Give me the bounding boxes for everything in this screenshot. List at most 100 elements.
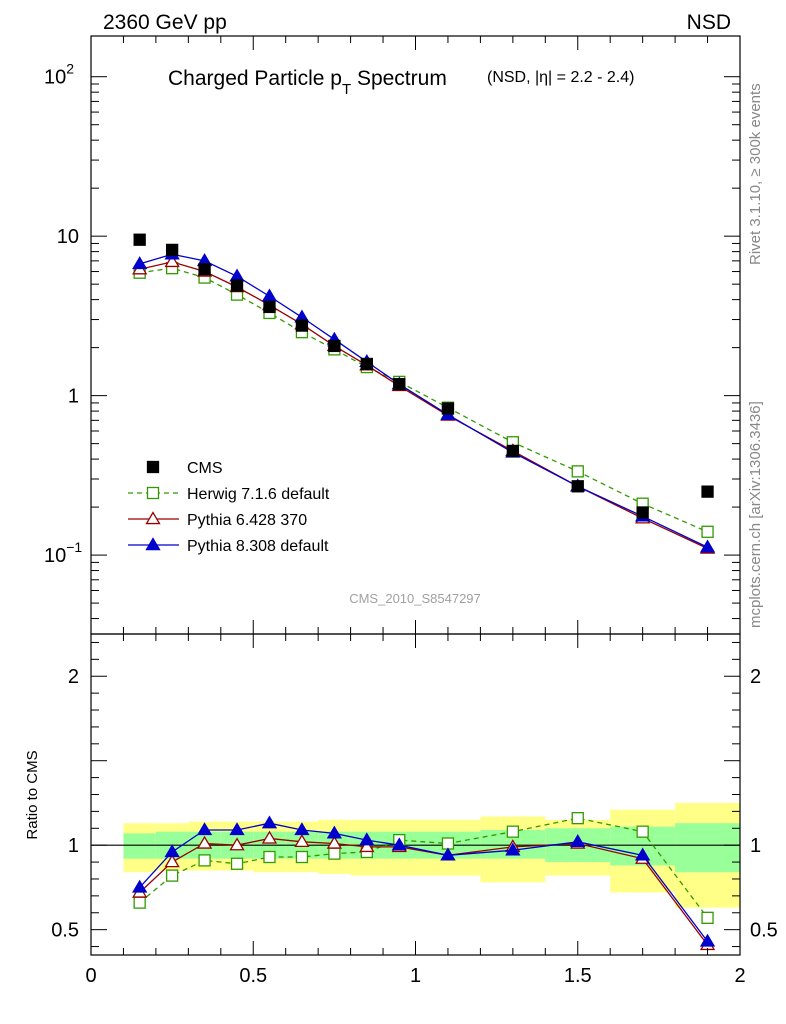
- ratio-line-pythia-8-308-default: [139, 822, 709, 942]
- legend-label: CMS: [187, 460, 223, 477]
- legend-marker: [145, 511, 161, 525]
- ratio-point-pythia-8-308-default: [229, 822, 245, 836]
- main-axis-ticks: 10−1 1 10 102: [44, 36, 741, 634]
- legend-entry-pythia-6-428-370: Pythia 6.428 370: [128, 511, 307, 529]
- main-series-layer: [132, 233, 716, 554]
- ratio-point-pythia-8-308-default: [699, 933, 716, 947]
- ratio-point-pythia-6-428-370: [359, 839, 375, 853]
- ratio-y-axis-label: Ratio to CMS: [24, 750, 41, 839]
- ratio-series-pythia-8-308-default: [132, 815, 716, 947]
- ratio-point-pythia-6-428-370: [294, 834, 310, 848]
- ratio-point-pythia-6-428-370: [196, 835, 213, 849]
- main-point-cms: [295, 319, 309, 332]
- x-tick-label: 1.5: [564, 965, 592, 987]
- ratio-y-tick-label-left: 2: [68, 666, 79, 688]
- ratio-y-tick-label-right: 2: [750, 666, 761, 688]
- ratio-point-pythia-8-308-default: [164, 844, 180, 858]
- title-note: (NSD, |η| = 2.2 - 2.4): [487, 69, 634, 86]
- legend-entry-pythia-8-308-default: Pythia 8.308 default: [128, 537, 329, 555]
- main-point-herwig-7-1-6-default: [701, 525, 714, 538]
- legend-label: Pythia 6.428 370: [187, 512, 307, 529]
- legend-marker: [146, 460, 160, 474]
- ratio-point-pythia-8-308-default: [359, 832, 375, 846]
- title-tail: Spectrum: [351, 67, 447, 90]
- main-point-cms: [393, 378, 406, 391]
- main-point-pythia-6-428-370: [164, 254, 180, 268]
- main-point-cms: [571, 480, 584, 493]
- chart-title: Charged Particle pT Spectrum: [168, 67, 447, 98]
- analysis-watermark: CMS_2010_S8547297: [349, 591, 481, 606]
- ratio-series-layer: [132, 812, 716, 951]
- main-point-cms: [230, 279, 244, 292]
- process-label: NSD: [687, 11, 731, 34]
- x-tick-label: 0.5: [239, 965, 267, 987]
- ratio-point-herwig-7-1-6-default: [571, 812, 584, 825]
- main-point-cms: [133, 233, 146, 246]
- ratio-point-pythia-8-308-default: [440, 847, 456, 861]
- ratio-point-pythia-6-428-370: [326, 835, 343, 849]
- y-tick-label: 102: [44, 61, 74, 89]
- ratio-y-tick-label-right: 1: [750, 835, 761, 857]
- mcplots-label: mcplots.cern.ch [arXiv:1306.3436]: [747, 401, 764, 628]
- x-tick-label: 0: [85, 965, 96, 987]
- main-point-cms: [636, 506, 649, 519]
- ratio-y-tick-label-left: 1: [68, 835, 79, 857]
- main-point-cms: [198, 263, 211, 276]
- ratio-point-pythia-8-308-default: [132, 879, 148, 893]
- legend-marker: [145, 537, 161, 551]
- ratio-point-pythia-8-308-default: [196, 822, 213, 836]
- main-point-herwig-7-1-6-default: [571, 465, 584, 478]
- legend-entry-cms: CMS: [146, 460, 223, 477]
- main-series-cms: [133, 233, 714, 519]
- main-point-cms: [165, 243, 179, 257]
- legend-label: Pythia 8.308 default: [187, 538, 329, 555]
- main-series-pythia-8-308-default: [132, 246, 716, 553]
- inner-band-bin: [123, 833, 156, 859]
- ratio-point-pythia-6-428-370: [261, 830, 278, 844]
- main-point-cms: [441, 402, 455, 415]
- legend-label: Herwig 7.1.6 default: [187, 486, 330, 503]
- legend-entry-herwig-7-1-6-default: Herwig 7.1.6 default: [128, 486, 330, 503]
- ratio-point-pythia-8-308-default: [294, 822, 310, 836]
- main-point-pythia-8-308-default: [229, 268, 245, 282]
- ratio-uncertainty-bands: [123, 802, 740, 908]
- energy-label: 2360 GeV pp: [103, 11, 227, 34]
- x-tick-label: 1: [410, 965, 421, 987]
- main-point-cms: [328, 339, 341, 353]
- main-point-cms: [506, 444, 520, 458]
- legend-marker: [146, 486, 160, 500]
- main-point-pythia-8-308-default: [261, 288, 278, 302]
- rivet-version-label: Rivet 3.1.10, ≥ 300k events: [747, 83, 764, 265]
- ratio-point-pythia-8-308-default: [635, 847, 651, 861]
- ratio-point-herwig-7-1-6-default: [636, 825, 649, 838]
- y-tick-label: 10: [57, 226, 79, 248]
- ratio-point-herwig-7-1-6-default: [198, 854, 211, 867]
- main-plot-panel: 10−1 1 10 102: [44, 35, 741, 635]
- title-subscript: T: [342, 81, 351, 98]
- ratio-plot-panel: 0.5 0.5 1 1 2 2 0 0.5 1 1.5 2: [51, 633, 778, 987]
- main-point-cms: [701, 485, 714, 498]
- main-point-cms: [263, 300, 276, 314]
- main-point-pythia-8-308-default: [132, 256, 148, 270]
- legend: CMS Herwig 7.1.6 default Pythia 6.428 370 P…: [128, 460, 330, 555]
- ratio-point-herwig-7-1-6-default: [441, 837, 455, 850]
- ratio-point-herwig-7-1-6-default: [230, 857, 244, 870]
- ratio-point-herwig-7-1-6-default: [165, 869, 179, 882]
- ratio-point-herwig-7-1-6-default: [263, 850, 276, 864]
- ratio-point-pythia-6-428-370: [229, 837, 245, 851]
- ratio-point-pythia-8-308-default: [391, 837, 407, 851]
- main-line-pythia-6-428-370: [139, 261, 708, 550]
- ratio-series-herwig-7-1-6-default: [133, 812, 714, 924]
- title-main: Charged Particle p: [168, 67, 342, 90]
- ratio-line-pythia-6-428-370: [139, 837, 709, 946]
- ratio-axis-ticks: 0.5 0.5 1 1 2 2 0 0.5 1 1.5 2: [51, 634, 778, 987]
- ratio-point-herwig-7-1-6-default: [701, 911, 714, 924]
- inner-band-bin: [675, 823, 740, 873]
- ratio-point-pythia-8-308-default: [326, 825, 343, 839]
- ratio-point-herwig-7-1-6-default: [133, 896, 146, 909]
- ratio-point-herwig-7-1-6-default: [328, 847, 341, 860]
- ratio-y-tick-label-right: 0.5: [750, 920, 778, 942]
- ratio-plot-frame: [90, 633, 741, 956]
- ratio-y-tick-label-left: 0.5: [51, 920, 79, 942]
- ratio-point-pythia-8-308-default: [505, 842, 521, 856]
